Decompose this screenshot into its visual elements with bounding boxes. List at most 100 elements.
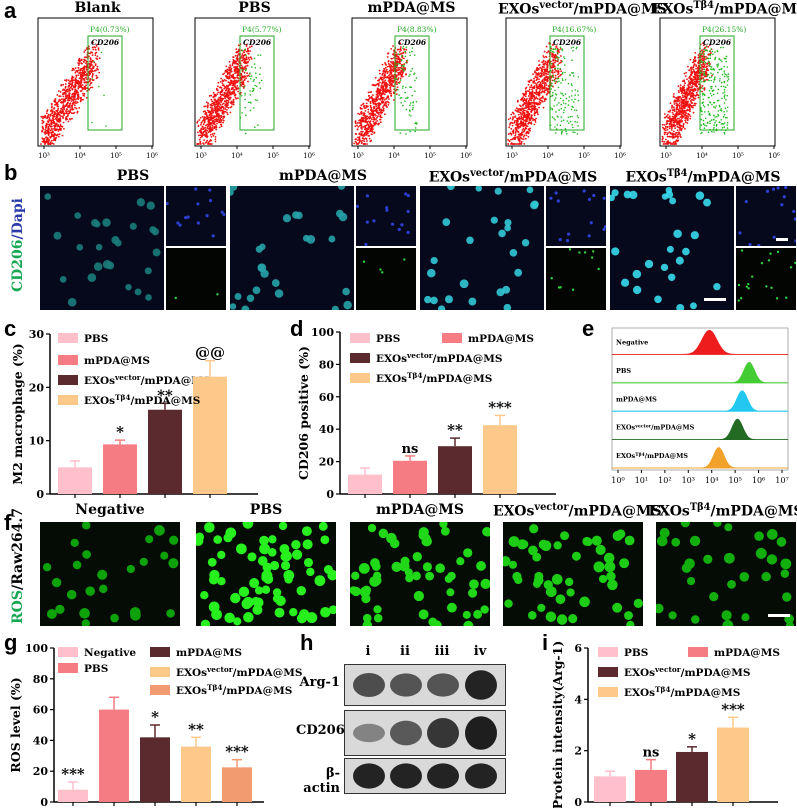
y-tick-label: 2 (574, 745, 582, 758)
significance-label: * (688, 730, 696, 748)
legend-label: EXOsTβ4/mPDA@MS (176, 683, 292, 698)
flow-plot-title: EXOsvector/mPDA@MS (498, 0, 667, 18)
significance-label: ns (643, 746, 660, 761)
scale-bar (768, 614, 790, 617)
y-tick-label: 60 (319, 391, 335, 404)
x-tick-label: 10⁷ (775, 476, 788, 485)
blot-band (465, 716, 497, 750)
flow-plot: P4(5.77%) CD206 10³ 10⁴ 10⁵ 10⁶ (194, 17, 315, 160)
flow-plot-title: PBS (238, 0, 271, 16)
y-tick-label: 0 (574, 796, 582, 808)
legend-label: Negative (84, 647, 136, 659)
chart-flow-histogram: 10⁰ 10¹ 10² 10³ 10⁴ 10⁵ 10⁶ 10⁷ Negative PBS mPDA@… (611, 327, 789, 485)
ros-ylabel: ROS/Raw264.7 (10, 508, 26, 624)
legend-label: PBS (84, 333, 108, 345)
significance-label: * (151, 708, 159, 726)
x-tick-label: 10⁶ (614, 152, 626, 160)
ros-column-title: EXOsvector/mPDA@MS (493, 502, 662, 520)
ros-column-title: PBS (249, 502, 283, 518)
blot-band (353, 673, 385, 697)
bar (483, 425, 517, 494)
panel-letter-i: i (542, 630, 549, 655)
bar (717, 727, 749, 802)
flow-plot: P4(26.15%) CD206 10³ 10⁴ 10⁵ 10⁶ (659, 17, 780, 160)
panel-letter-d: d (290, 316, 304, 341)
y-tick-label: 100 (311, 326, 334, 339)
legend-swatch (150, 647, 170, 657)
significance-label: * (116, 423, 124, 441)
y-tick-label: 0 (326, 488, 334, 501)
y-tick-label: 80 (319, 358, 335, 371)
flow-plot: P4(0.73%) CD206 10³ 10⁴ 10⁵ 10⁶ (37, 17, 158, 160)
gate-label: CD206 (398, 38, 427, 47)
blot-strip (344, 710, 506, 756)
x-tick-label: 10⁶ (303, 152, 315, 160)
panel-letter-e: e (582, 316, 595, 341)
panel-letter-g: g (4, 630, 18, 655)
legend-label: mPDA@MS (714, 647, 780, 659)
ros-fluorescence-image (656, 522, 796, 626)
micro-column-title: mPDA@MS (279, 168, 367, 184)
chart-m2-macrophage: 0 10 20 30 M2 macrophage (%) PBS * mPDA@MS **EXO… (10, 328, 258, 501)
x-tick-label: 10⁵ (732, 152, 744, 160)
legend-swatch (350, 333, 370, 343)
ros-column-title: mPDA@MS (376, 502, 464, 518)
y-axis-label: Protein intensity(Arg-1) (550, 641, 565, 808)
legend-swatch (688, 647, 708, 657)
x-tick-label: 10² (658, 476, 671, 485)
x-tick-label: 10⁴ (231, 152, 243, 160)
histogram-peak (612, 418, 788, 440)
legend-label: EXOsvector/mPDA@MS (84, 373, 210, 388)
y-tick-label: 10 (29, 435, 45, 448)
y-tick-label: 20 (33, 765, 49, 778)
chart-protein-intensity: 0 2 4 6 Protein intensity(Arg-1) PBS ns mPDA@MS… (550, 641, 780, 808)
y-tick-label: 40 (33, 734, 49, 747)
significance-label: ns (402, 442, 419, 457)
bar (181, 746, 211, 802)
legend-swatch (58, 333, 78, 343)
bar (140, 737, 170, 802)
ros-fluorescence-image (40, 522, 180, 626)
scale-bar (776, 238, 788, 241)
x-tick-label: 10⁵ (267, 152, 279, 160)
dapi-channel-image (356, 186, 416, 246)
x-tick-label: 10⁴ (388, 152, 400, 160)
series-label: EXOsvector/mPDA@MS (616, 423, 695, 432)
y-axis-label: ROS level (%) (8, 677, 23, 772)
bar (58, 467, 92, 494)
legend-swatch (598, 647, 618, 657)
lane-label: iii (434, 644, 450, 659)
histogram-peak (612, 329, 788, 355)
legend-label: EXOsTβ4/mPDA@MS (376, 371, 492, 386)
x-tick-label: 10⁶ (460, 152, 472, 160)
x-tick-label: 10⁴ (542, 152, 554, 160)
x-tick-label: 10³ (352, 152, 364, 160)
legend-swatch (350, 353, 370, 363)
bar (438, 446, 472, 494)
y-tick-label: 100 (25, 642, 48, 655)
gate-percentage: P4(0.73%) (90, 25, 130, 34)
bar (148, 409, 182, 494)
significance-label: ** (157, 386, 173, 404)
panel-letter-a: a (4, 0, 17, 23)
bar (193, 376, 227, 494)
x-tick-label: 10⁶ (752, 476, 765, 485)
legend-label: PBS (624, 647, 648, 659)
legend-swatch (58, 647, 78, 657)
gate-percentage: P4(8.83%) (397, 25, 437, 34)
ros-column-title: Negative (75, 502, 145, 518)
x-tick-label: 10⁴ (705, 476, 718, 485)
bar (393, 460, 427, 494)
significance-label: ** (188, 720, 204, 738)
blot-band (427, 673, 459, 697)
ros-column-title: EXOsTβ4/mPDA@MS (648, 502, 797, 520)
bar (676, 751, 708, 802)
micro-column-title: EXOsvector/mPDA@MS (428, 168, 598, 186)
gate-label: CD206 (553, 38, 582, 47)
blot-row-label: β-actin (303, 766, 340, 796)
flow-plot-title: Blank (74, 0, 121, 16)
x-tick-label: 10³ (506, 152, 518, 160)
legend-label: PBS (84, 663, 108, 675)
scale-bar (704, 298, 726, 301)
y-tick-label: 40 (319, 423, 335, 436)
